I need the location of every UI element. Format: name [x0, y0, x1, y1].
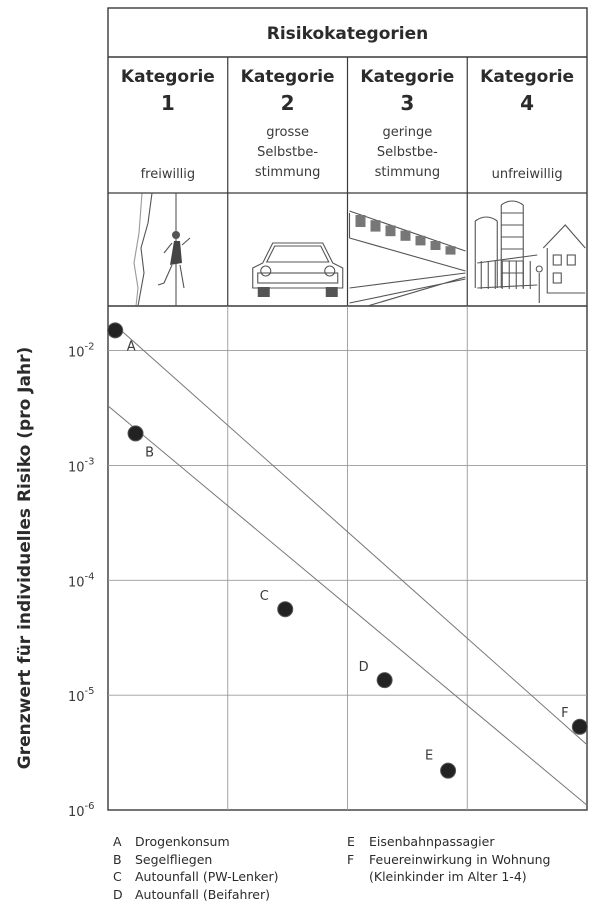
category-word: Kategorie: [360, 67, 454, 87]
rock-climber-icon: [133, 192, 191, 307]
category-word: Kategorie: [121, 67, 215, 87]
category-description: Selbstbe-: [257, 145, 318, 160]
data-point-label: B: [145, 445, 154, 460]
legend-text: (Kleinkinder im Alter 1-4): [369, 869, 527, 884]
car-icon: [252, 242, 344, 297]
data-point-e: [440, 762, 457, 779]
legend-text: Autounfall (Beifahrer): [135, 886, 271, 902]
legend-left: A Drogenkonsum B Segelfliegen C Autounfall (P…: [113, 833, 278, 903]
category-description: stimmung: [255, 165, 321, 180]
y-tick-label: 10-6: [68, 801, 95, 820]
legend-item: (Kleinkinder im Alter 1-4): [347, 868, 550, 886]
data-point-f: [571, 718, 588, 735]
category-word: Kategorie: [241, 67, 335, 87]
legend-text: Eisenbahnpassagier: [369, 834, 495, 849]
category-description: Selbstbe-: [377, 145, 438, 160]
data-point-b: [127, 425, 144, 442]
category-number: 4: [520, 91, 534, 115]
train-icon: [348, 210, 466, 307]
legend-text: Autounfall (PW-Lenker): [135, 869, 279, 884]
legend-letter: D: [113, 886, 123, 902]
data-point-label: C: [260, 589, 269, 604]
legend-letter: E: [347, 834, 355, 849]
legend-text: Drogenkonsum: [135, 834, 230, 849]
risk-band-line: [113, 323, 588, 746]
category-description: grosse: [266, 125, 309, 140]
y-tick-label: 10-5: [68, 686, 95, 705]
y-tick-label: 10-3: [68, 456, 95, 475]
category-description: freiwillig: [141, 167, 196, 182]
legend-item: D Autounfall (Beifahrer): [113, 886, 278, 904]
data-point-a: [107, 322, 124, 339]
legend-item: A Drogenkonsum: [113, 833, 278, 851]
data-point-label: A: [127, 339, 136, 354]
legend-item: F Feuereinwirkung in Wohnung: [347, 851, 550, 869]
legend-letter: B: [113, 851, 122, 867]
legend-letter: [347, 868, 369, 886]
house-tanks-icon: [474, 200, 586, 303]
category-word: Kategorie: [480, 67, 574, 87]
legend-letter: F: [347, 851, 355, 867]
data-point-label: F: [561, 706, 568, 721]
legend-item: E Eisenbahnpassagier: [347, 833, 550, 851]
category-number: 1: [161, 91, 175, 115]
category-description: geringe: [383, 125, 433, 140]
category-description: stimmung: [375, 165, 441, 180]
legend-text: Segelfliegen: [135, 851, 213, 867]
legend-letter: C: [113, 869, 122, 884]
y-tick-label: 10-4: [68, 571, 95, 590]
category-number: 3: [400, 91, 414, 115]
category-number: 2: [281, 91, 295, 115]
data-point-c: [277, 601, 294, 618]
category-description: unfreiwillig: [492, 167, 563, 182]
y-axis-label: Grenzwert für individuelles Risiko (pro …: [15, 347, 35, 769]
data-point-d: [376, 672, 393, 689]
risk-band-line: [107, 405, 588, 806]
legend-right: E Eisenbahnpassagier F Feuereinwirkung in W…: [347, 833, 550, 886]
data-point-label: E: [425, 749, 433, 764]
legend-text: Feuereinwirkung in Wohnung: [369, 851, 551, 867]
legend-item: B Segelfliegen: [113, 851, 278, 869]
legend-item: C Autounfall (PW-Lenker): [113, 868, 278, 886]
chart-title: Risikokategorien: [267, 24, 429, 44]
legend-letter: A: [113, 834, 122, 849]
y-tick-label: 10-2: [68, 342, 95, 361]
data-point-label: D: [359, 660, 369, 675]
